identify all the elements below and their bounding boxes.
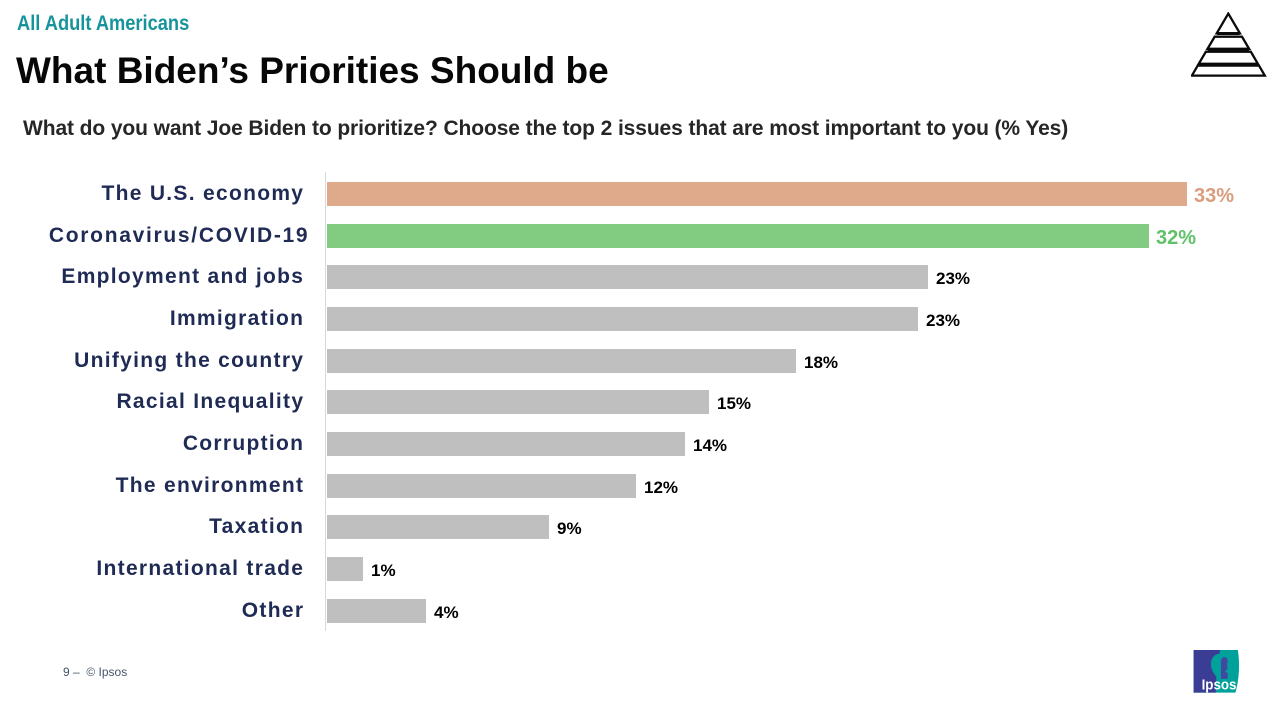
svg-text:Ipsos: Ipsos xyxy=(1202,677,1237,693)
